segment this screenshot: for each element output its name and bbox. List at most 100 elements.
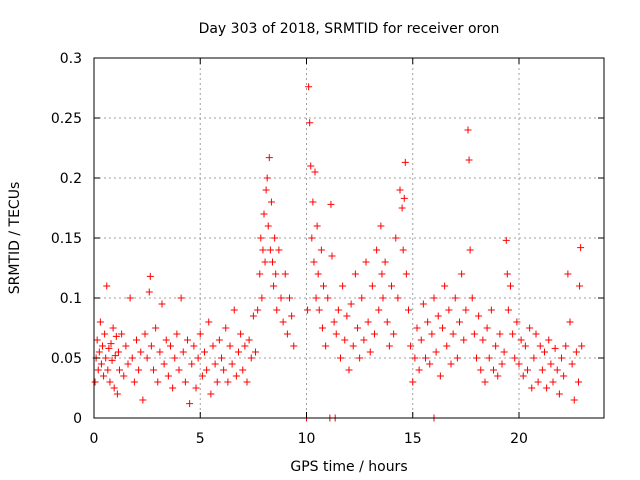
data-point	[104, 366, 112, 374]
x-tick-label: 20	[510, 431, 528, 447]
data-point	[147, 342, 155, 350]
data-point	[351, 270, 359, 278]
tick-labels: 0 0.05 0.1 0.15 0.2 0.25 0.3 0 5 10 15 20	[51, 51, 528, 447]
data-point	[317, 246, 325, 254]
data-point	[269, 258, 276, 266]
data-point	[487, 306, 495, 314]
data-point	[388, 282, 395, 290]
data-point	[566, 318, 574, 326]
data-point	[449, 330, 457, 338]
data-point	[564, 270, 572, 278]
data-point	[237, 330, 245, 338]
data-point	[94, 366, 102, 374]
data-point	[521, 342, 529, 350]
data-point	[318, 324, 326, 332]
data-point	[337, 354, 344, 362]
data-point	[339, 282, 347, 290]
data-point	[126, 294, 134, 302]
data-point	[524, 366, 531, 374]
data-point	[273, 306, 281, 314]
data-point	[222, 324, 230, 332]
data-point	[419, 300, 427, 308]
x-tick-label: 5	[196, 431, 205, 447]
data-point	[334, 306, 342, 314]
data-point	[262, 186, 270, 194]
data-point	[453, 354, 461, 362]
data-point	[252, 348, 259, 356]
data-point	[483, 324, 491, 332]
data-point	[312, 294, 320, 302]
data-point	[288, 312, 296, 320]
data-point	[475, 312, 483, 320]
data-point	[364, 318, 372, 326]
data-point	[458, 270, 466, 278]
data-point	[232, 372, 240, 380]
data-point	[354, 324, 361, 332]
data-points	[91, 83, 586, 422]
data-point	[124, 360, 132, 368]
data-point	[145, 288, 153, 296]
data-point	[399, 246, 407, 254]
data-point	[305, 83, 313, 91]
data-point	[207, 390, 215, 398]
data-point	[181, 378, 189, 386]
data-point	[263, 174, 271, 182]
data-point	[177, 294, 185, 302]
data-point	[500, 348, 508, 356]
data-point	[366, 348, 374, 356]
data-point	[154, 378, 162, 386]
data-point	[328, 252, 336, 260]
data-point	[215, 336, 223, 344]
data-point	[362, 258, 370, 266]
data-point	[122, 342, 130, 350]
data-point	[570, 396, 578, 404]
data-point	[390, 330, 398, 338]
data-point	[184, 336, 191, 344]
data-point	[133, 336, 140, 344]
data-point	[468, 294, 476, 302]
data-point	[509, 330, 517, 338]
data-point	[120, 372, 128, 380]
data-point	[341, 336, 349, 344]
axis-ticks	[93, 57, 604, 419]
y-axis-label: SRMTID / TECUs	[7, 182, 23, 295]
data-point	[311, 168, 319, 176]
x-tick-label: 0	[90, 431, 99, 447]
data-point	[150, 366, 157, 374]
data-point	[260, 210, 268, 218]
data-point	[146, 272, 154, 280]
data-point	[343, 312, 351, 320]
data-point	[266, 246, 274, 254]
data-point	[432, 348, 440, 356]
data-point	[309, 198, 317, 206]
data-point	[99, 342, 106, 350]
data-point	[100, 372, 108, 380]
data-point	[261, 258, 269, 266]
data-point	[479, 336, 487, 344]
data-point	[462, 306, 470, 314]
data-point	[141, 330, 149, 338]
data-point	[426, 360, 434, 368]
data-point	[314, 270, 322, 278]
data-point	[192, 384, 200, 392]
data-point	[492, 342, 500, 350]
data-point	[205, 318, 213, 326]
data-point	[162, 336, 170, 344]
data-point	[213, 378, 221, 386]
data-point	[441, 282, 449, 290]
data-point	[102, 354, 110, 362]
data-point	[228, 360, 236, 368]
data-point	[135, 366, 143, 374]
data-point	[534, 378, 542, 386]
data-point	[528, 384, 536, 392]
data-point	[430, 294, 438, 302]
y-tick-label: 0.1	[60, 291, 82, 307]
data-point	[108, 356, 116, 364]
data-point	[519, 372, 527, 380]
y-tick-label: 0	[73, 411, 82, 427]
data-point	[109, 324, 117, 332]
data-point	[194, 354, 202, 362]
data-point	[270, 282, 278, 290]
